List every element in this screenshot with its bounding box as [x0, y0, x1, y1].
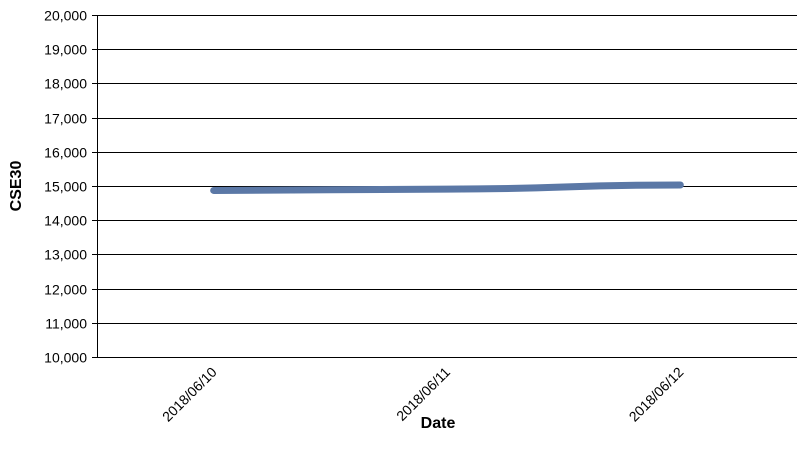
- y-tick-label: 12,000: [44, 282, 87, 298]
- y-tick-label: 20,000: [44, 8, 87, 24]
- y-tick-label: 11,000: [45, 316, 87, 332]
- y-tick-label: 18,000: [44, 76, 87, 92]
- y-tick-label: 13,000: [44, 247, 87, 263]
- y-tick-label: 16,000: [44, 145, 87, 161]
- x-axis-title: Date: [421, 415, 456, 432]
- x-tick-label: 2018/06/12: [626, 364, 687, 425]
- series-lines: [210, 181, 684, 194]
- y-tick-label: 17,000: [44, 111, 87, 127]
- y-tick-labels: 10,000 11,000 12,000 13,000 14,000 15,000 16,0…: [44, 8, 87, 366]
- y-tick-label: 15,000: [44, 179, 87, 195]
- y-tick-label: 19,000: [44, 42, 87, 58]
- series-line-0: [210, 181, 684, 194]
- x-tick-label: 2018/06/10: [159, 364, 220, 425]
- y-tick-label: 10,000: [44, 350, 87, 366]
- y-tick-label: 14,000: [44, 213, 87, 229]
- y-axis-title: CSE30: [8, 161, 25, 212]
